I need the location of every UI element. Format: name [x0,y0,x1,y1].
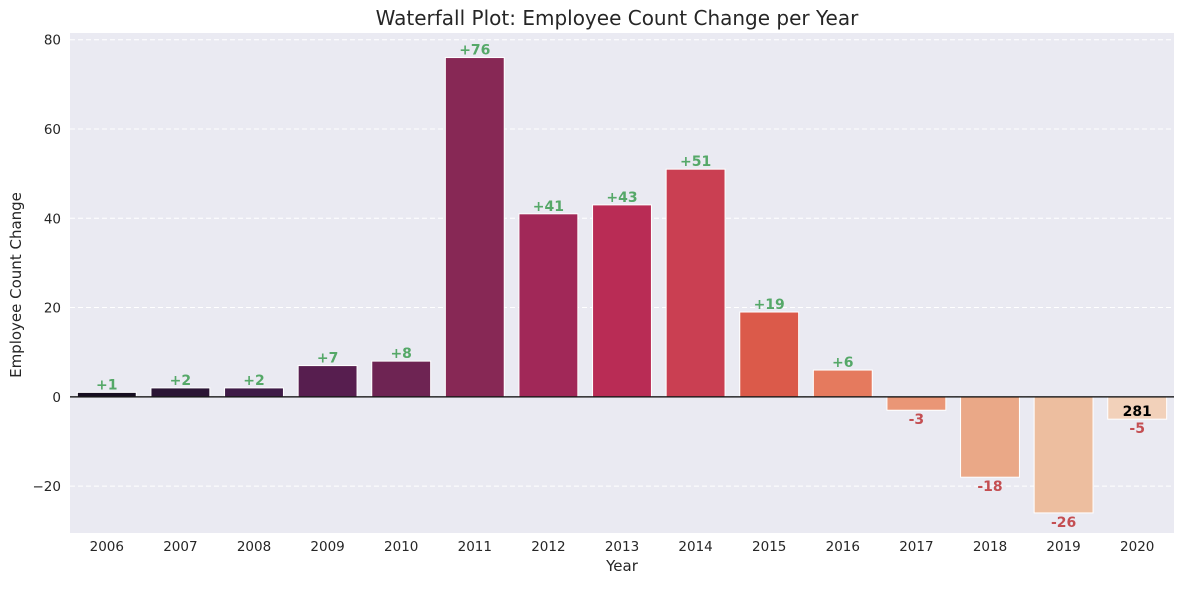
data-label: +51 [680,154,711,170]
y-tick-label: 40 [44,211,61,227]
bar [518,213,579,398]
x-tick-label: 2020 [1120,539,1154,555]
x-tick-label: 2014 [678,539,712,555]
x-tick-label: 2008 [237,539,271,555]
bar [960,396,1020,478]
bar [812,369,873,398]
data-label: +1 [96,377,117,393]
bar [150,387,211,398]
x-tick-label: 2010 [384,539,418,555]
data-label: +6 [832,355,853,371]
x-tick-label: 2006 [90,539,124,555]
data-label: -3 [909,412,925,428]
total-label: 281 [1123,404,1152,420]
y-tick-label: −20 [33,479,62,495]
data-label: -5 [1129,421,1145,437]
data-label: +2 [243,373,264,389]
data-label: +7 [317,351,338,367]
data-label: +76 [459,43,490,59]
x-tick-label: 2016 [826,539,860,555]
data-label: +43 [606,190,637,206]
bar [1033,396,1094,514]
data-label: +8 [390,346,411,362]
bar [224,387,284,398]
data-label: -26 [1051,515,1076,531]
y-tick-label: 60 [44,122,61,138]
y-tick-label: 20 [44,301,61,317]
y-tick-label: 80 [44,33,61,49]
x-tick-label: 2019 [1046,539,1080,555]
y-axis-label: Employee Count Change [7,192,25,378]
x-tick-label: 2015 [752,539,786,555]
x-tick-label: 2013 [605,539,639,555]
x-axis-ticks: 2006 2007 2008 2009 2010 2011 2012 2013 2014 2015… [90,539,1155,555]
bar [886,396,947,411]
y-tick-label: 0 [52,390,61,406]
x-tick-label: 2011 [458,539,492,555]
x-tick-label: 2018 [973,539,1007,555]
bars [76,57,1168,514]
x-tick-label: 2012 [531,539,565,555]
chart-title: Waterfall Plot: Employee Count Change pe… [376,6,859,30]
x-tick-label: 2017 [899,539,933,555]
bar [444,57,505,398]
bar [592,204,652,398]
bar [665,168,726,398]
x-tick-label: 2009 [310,539,344,555]
data-label: +41 [533,199,564,215]
y-axis-ticks: −20 0 20 40 60 80 [33,33,62,495]
bar [297,365,358,398]
data-label: -18 [977,479,1002,495]
data-label: +19 [754,297,785,313]
data-label: +2 [170,373,191,389]
x-axis-label: Year [605,557,639,575]
bar [371,360,432,398]
x-tick-label: 2007 [163,539,197,555]
bar [739,311,800,398]
